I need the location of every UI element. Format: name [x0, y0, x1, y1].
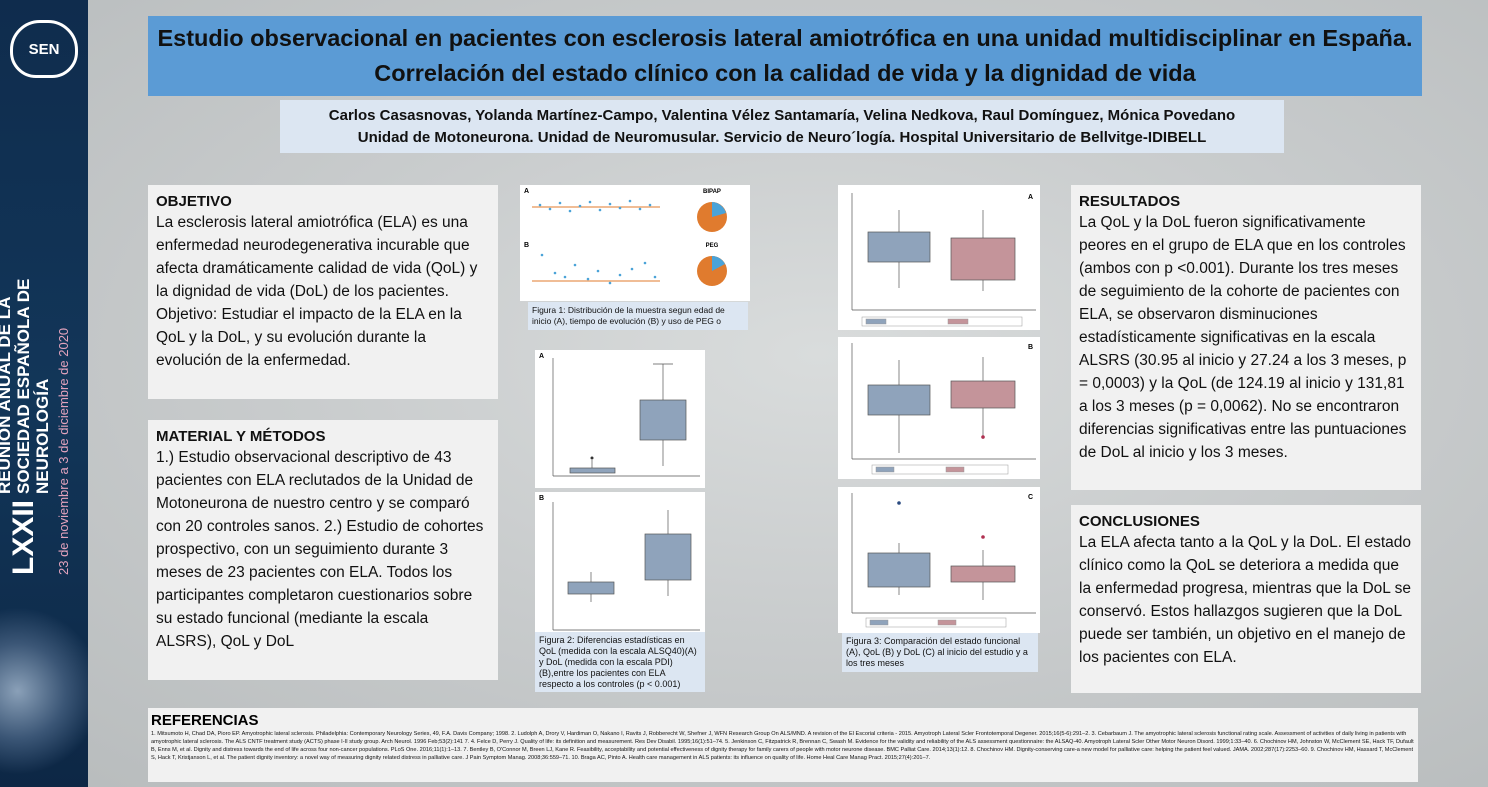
legends	[861, 316, 1023, 628]
panel-label: A	[524, 188, 529, 195]
sidebar: SEN LXXII REUNIÓN ANUAL DE LA SOCIEDAD E…	[0, 0, 88, 787]
paragraph: La ELA afecta tanto a la QoL y la DoL. E…	[1079, 534, 1412, 666]
event-line: REUNIÓN ANUAL DE LA	[0, 296, 14, 494]
edition: LXXII	[6, 499, 40, 575]
affiliation: Unidad de Motoneurona. Unidad de Neuromu…	[357, 129, 1207, 146]
title: Estudio observacional en pacientes con e…	[148, 16, 1422, 96]
figure: A B	[535, 350, 705, 642]
outlier	[981, 435, 985, 439]
logo: SEN	[10, 20, 78, 78]
panel-label: A	[1028, 194, 1033, 201]
section: CONCLUSIONES La ELA afecta tanto a la Qo…	[1071, 505, 1421, 693]
outlier	[590, 456, 594, 460]
panel-label: C	[1028, 494, 1033, 501]
paragraph: 1.) Estudio observacional descriptivo de…	[156, 449, 484, 650]
event-dates: 23 de noviembre a 3 de diciembre de 2020	[56, 327, 71, 575]
heading: CONCLUSIONES	[1079, 513, 1200, 530]
panel-label: B	[524, 242, 529, 249]
boxplot	[552, 358, 700, 631]
paragraph: La esclerosis lateral amiotrófica (ELA) …	[156, 214, 478, 300]
pie-title: PEG	[706, 243, 719, 249]
event-line: SOCIEDAD ESPAÑOLA DE NEUROLOGÍA	[14, 278, 52, 494]
heading: OBJETIVO	[156, 193, 232, 210]
pie-slice	[712, 256, 725, 271]
authors-box: Carlos Casasnovas, Yolanda Martínez-Camp…	[280, 100, 1284, 153]
section: OBJETIVO La esclerosis lateral amiotrófi…	[148, 185, 498, 399]
authors: Carlos Casasnovas, Yolanda Martínez-Camp…	[328, 107, 1236, 124]
panel-label: B	[1028, 344, 1033, 351]
paragraph: La QoL y la DoL fueron significativament…	[1079, 214, 1407, 461]
paragraph: Objetivo: Estudiar el impacto de la ELA …	[156, 306, 462, 369]
outlier	[897, 501, 901, 505]
heading: RESULTADOS	[1079, 193, 1181, 210]
boxplots	[851, 193, 1036, 614]
panel-label: B	[539, 495, 544, 502]
figure: A B C	[838, 185, 1040, 633]
section: RESULTADOS La QoL y la DoL fueron signif…	[1071, 185, 1421, 490]
figure: A B BIPAP PEG	[520, 185, 750, 301]
panel-label: A	[539, 353, 544, 360]
heading: REFERENCIAS	[151, 712, 259, 729]
caption: Figura 3: Comparación del estado funcion…	[842, 633, 1038, 672]
outlier	[981, 535, 985, 539]
pie-title: BIPAP	[703, 189, 721, 195]
caption: Figura 2: Diferencias estadísticas en Qo…	[535, 632, 705, 692]
section: MATERIAL Y MÉTODOS 1.) Estudio observaci…	[148, 420, 498, 680]
scatter-points	[538, 199, 657, 285]
pie-slice	[712, 202, 726, 217]
references-text: 1. Mitsumoto H, Chad DA, Pioro EP. Amyot…	[151, 731, 1414, 761]
caption: Figura 1: Distribución de la muestra seg…	[528, 302, 748, 330]
heading: MATERIAL Y MÉTODOS	[156, 428, 326, 445]
decoration	[0, 595, 88, 787]
event-label: LXXII REUNIÓN ANUAL DE LA SOCIEDAD ESPAÑ…	[0, 195, 85, 575]
references: REFERENCIAS 1. Mitsumoto H, Chad DA, Pio…	[148, 708, 1418, 782]
